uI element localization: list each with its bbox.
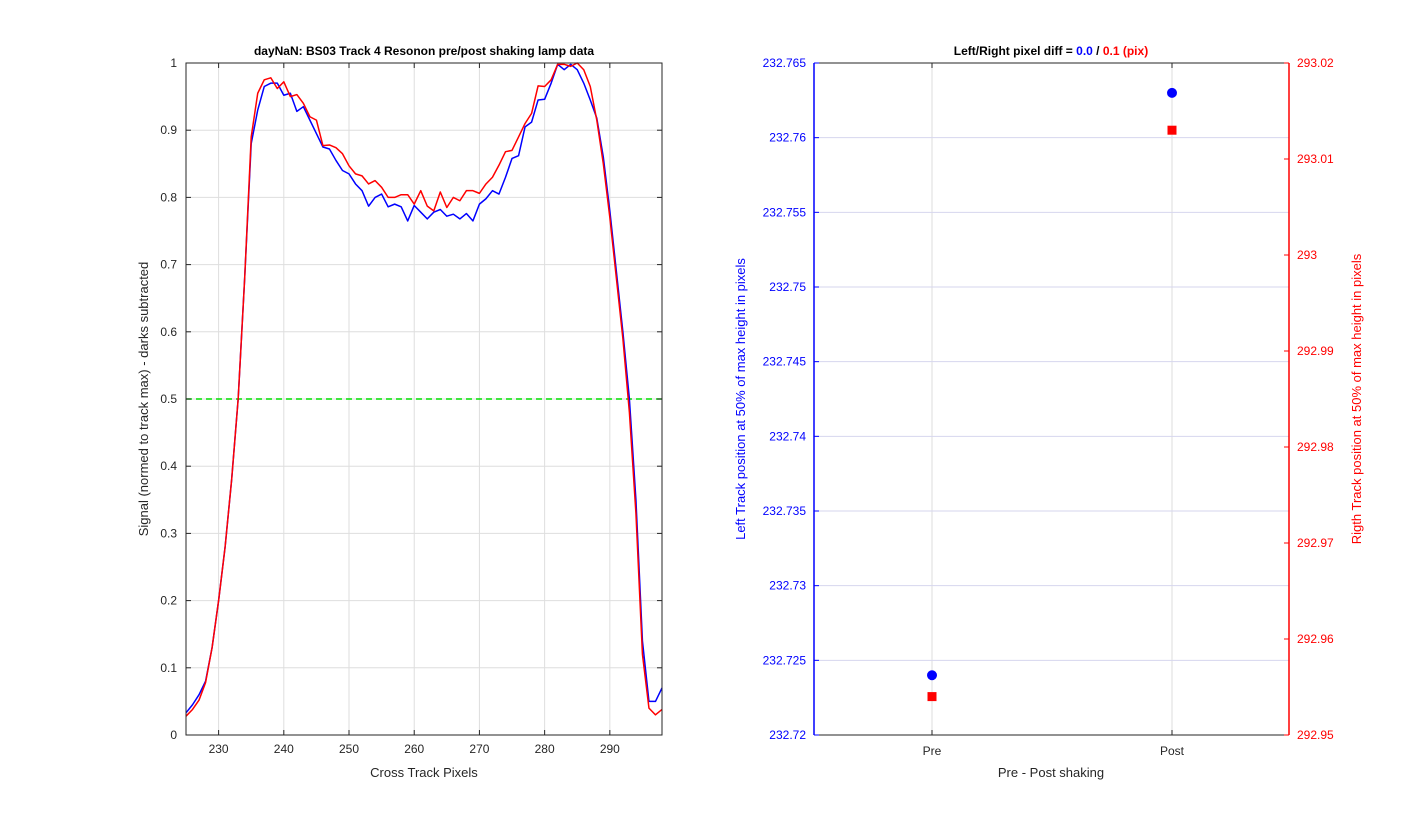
left-y-tick-label: 232.745 (763, 355, 807, 369)
left-y-tick-label: 232.75 (769, 280, 806, 294)
y-tick-label: 0.1 (160, 661, 177, 675)
left-y-tick-label: 232.73 (769, 579, 806, 593)
right-y-tick-label: 292.95 (1297, 728, 1334, 742)
tick-layer: Pre Post 232.72 232.725 232.73 232.735 232.74 2… (763, 56, 1334, 758)
y-tick-label: 0.5 (160, 392, 177, 406)
track-position-chart: Left/Right pixel diff = 0.0 / 0.1 (pix) … (733, 44, 1364, 780)
title-prefix: Left/Right pixel diff = (954, 44, 1076, 58)
left-y-tick-label: 232.76 (769, 131, 806, 145)
x-tick-label: 250 (339, 742, 359, 756)
x-tick-label: Pre (923, 744, 942, 758)
right-y-tick-label: 292.99 (1297, 344, 1334, 358)
title-right-value: 0.1 (pix) (1103, 44, 1148, 58)
series-layer (185, 62, 663, 717)
right-y-tick-label: 293 (1297, 248, 1317, 262)
post-shaking-line (185, 62, 663, 717)
left-y-tick-label: 232.755 (763, 205, 807, 219)
left-position-marker (927, 670, 937, 681)
y-tick-label: 0.9 (160, 123, 177, 137)
left-y-tick-label: 232.735 (763, 504, 807, 518)
x-axis-label: Cross Track Pixels (370, 765, 478, 780)
x-tick-label: 240 (274, 742, 294, 756)
right-y-axis-label: Rigth Track position at 50% of max heigh… (1349, 253, 1364, 544)
right-y-tick-label: 293.01 (1297, 152, 1334, 166)
chart-title: dayNaN: BS03 Track 4 Resonon pre/post sh… (254, 44, 594, 58)
left-y-tick-label: 232.765 (763, 56, 807, 70)
y-tick-label: 0.4 (160, 459, 177, 473)
y-tick-label: 0.3 (160, 526, 177, 540)
right-y-tick-label: 292.97 (1297, 536, 1334, 550)
x-tick-label: 270 (469, 742, 489, 756)
signal-profile-chart: dayNaN: BS03 Track 4 Resonon pre/post sh… (136, 44, 663, 780)
right-y-tick-label: 293.02 (1297, 56, 1334, 70)
right-position-marker (1167, 125, 1177, 135)
right-position-marker (927, 692, 937, 702)
y-tick-label: 0 (170, 728, 177, 742)
left-y-axis-label: Left Track position at 50% of max height… (733, 258, 748, 540)
marker-layer (927, 87, 1177, 702)
title-left-value: 0.0 (1076, 44, 1093, 58)
left-y-tick-label: 232.725 (763, 653, 807, 667)
x-tick-label: 260 (404, 742, 424, 756)
pre-shaking-line (185, 63, 663, 714)
right-y-tick-label: 292.98 (1297, 440, 1334, 454)
grid (814, 63, 1289, 735)
y-tick-label: 0.2 (160, 594, 177, 608)
y-tick-label: 0.8 (160, 190, 177, 204)
left-y-tick-label: 232.72 (769, 728, 806, 742)
y-tick-label: 1 (170, 56, 177, 70)
y-tick-label: 0.6 (160, 325, 177, 339)
y-axis-label: Signal (normed to track max) - darks sub… (136, 262, 151, 537)
tick-layer: 230 240 250 260 270 280 290 0 0.1 0.2 0.3 0.4 0.5 0.6… (160, 56, 662, 756)
x-tick-label: 230 (209, 742, 229, 756)
x-tick-label: Post (1160, 744, 1185, 758)
x-axis-label: Pre - Post shaking (998, 765, 1104, 780)
chart-title: Left/Right pixel diff = 0.0 / 0.1 (pix) (954, 44, 1148, 58)
left-position-marker (1167, 87, 1177, 98)
right-y-tick-label: 292.96 (1297, 632, 1334, 646)
title-separator: / (1093, 44, 1103, 58)
x-tick-label: 280 (535, 742, 555, 756)
left-y-tick-label: 232.74 (769, 429, 806, 443)
y-tick-label: 0.7 (160, 258, 177, 272)
x-tick-label: 290 (600, 742, 620, 756)
